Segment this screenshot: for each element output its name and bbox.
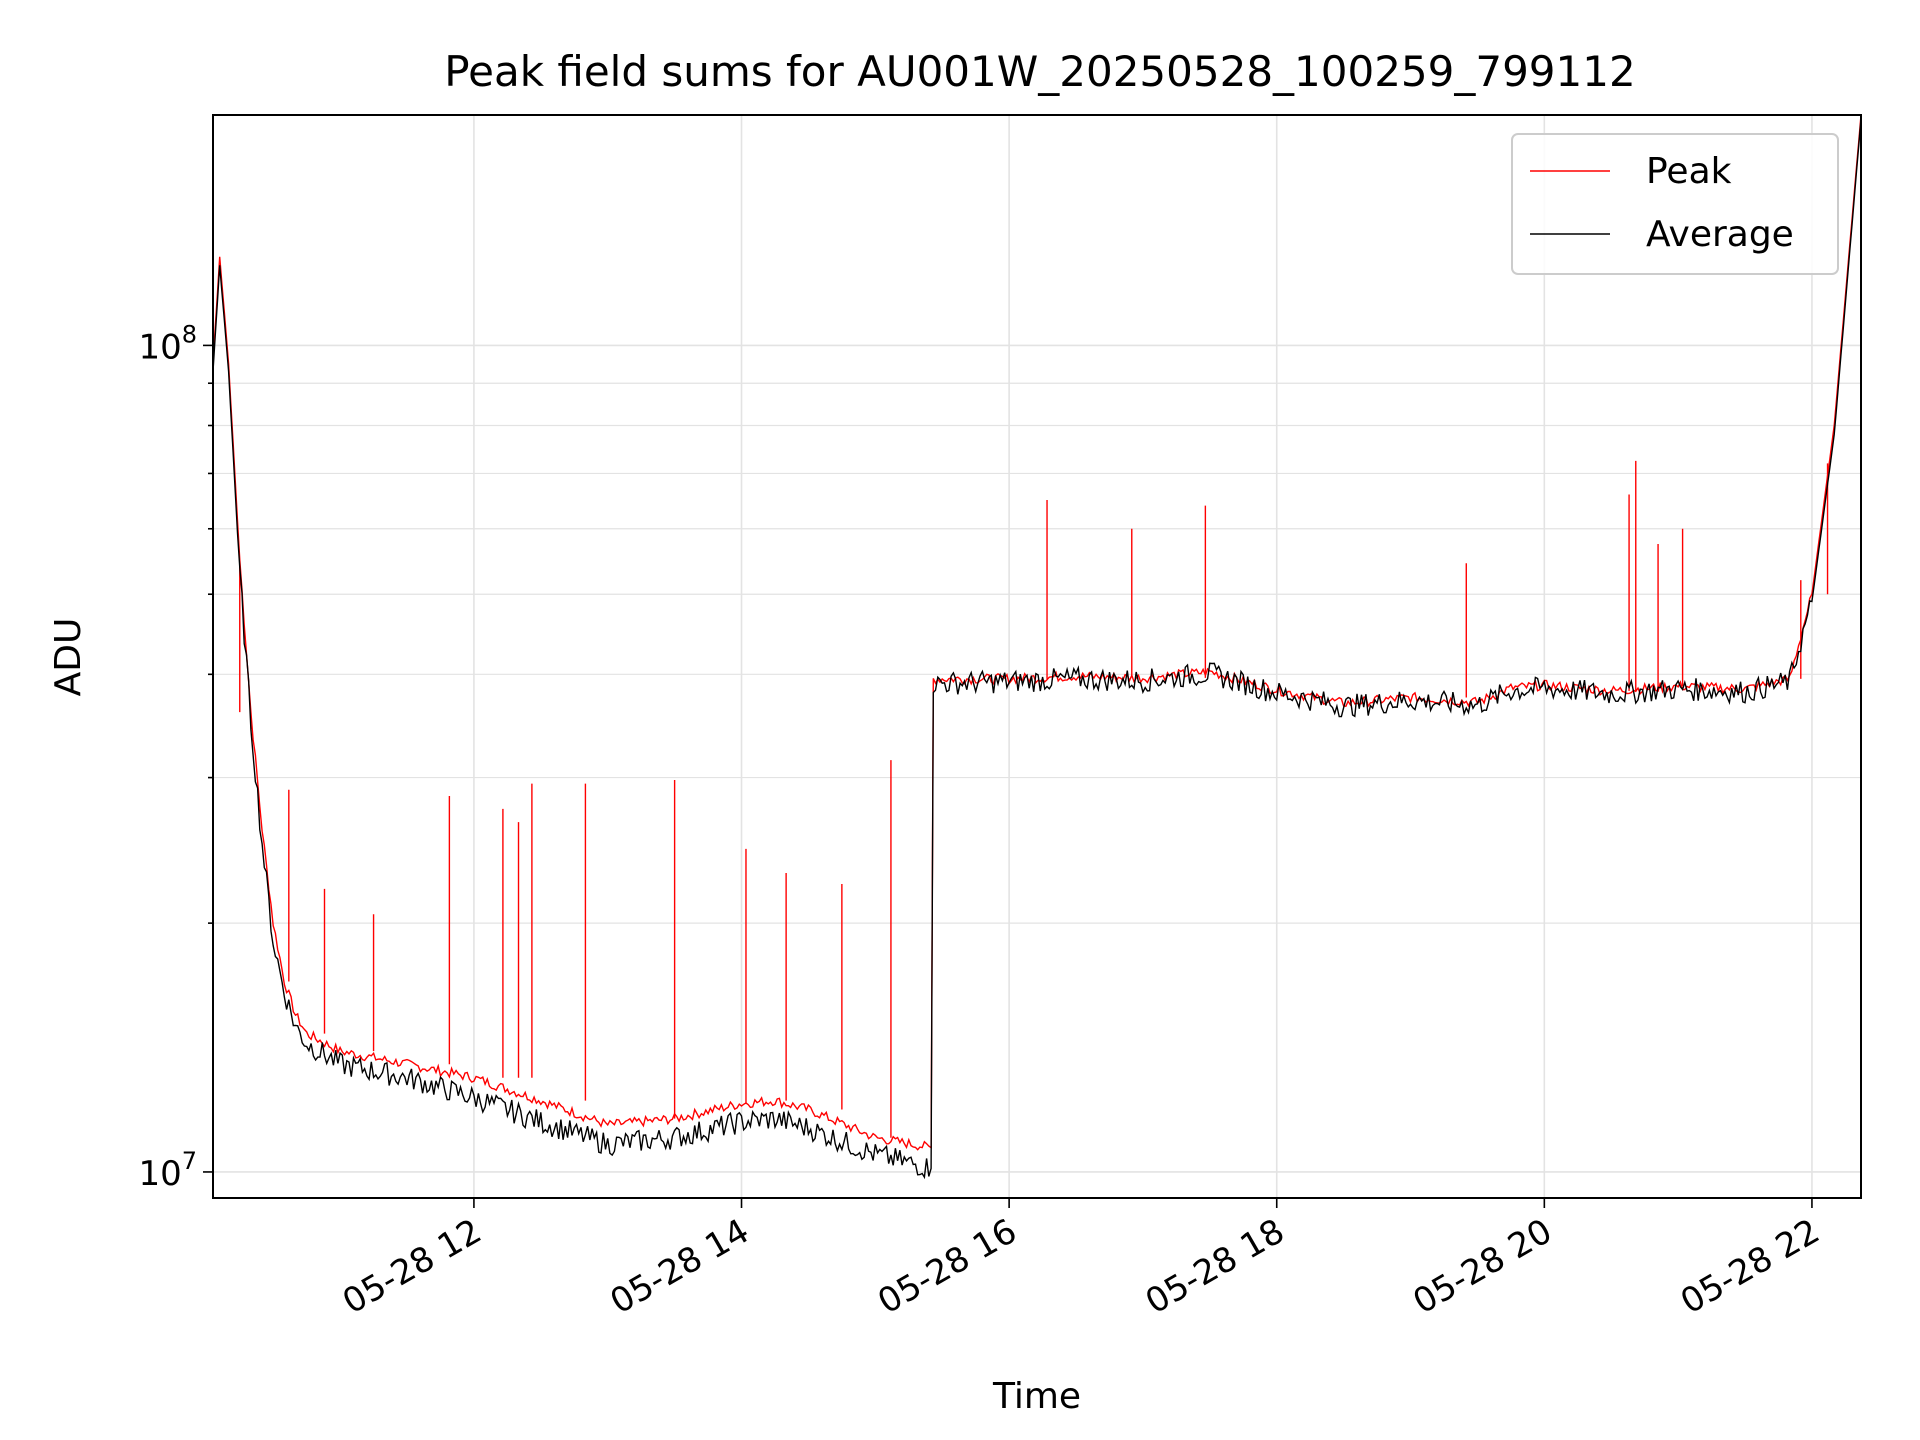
grid	[213, 115, 1861, 1198]
legend: Peak Average	[1511, 133, 1839, 275]
y-tick-label-base: 10	[138, 327, 181, 367]
legend-box	[1511, 133, 1839, 275]
x-axis-label: Time	[992, 1376, 1081, 1417]
y-tick-label-exponent: 7	[182, 1147, 197, 1175]
y-tick-label: 108	[138, 320, 197, 367]
y-tick-label-exponent: 8	[182, 320, 197, 348]
plot-frame	[212, 114, 1862, 1199]
y-axis-label: ADU	[48, 618, 89, 697]
y-tick-label: 107	[138, 1147, 197, 1194]
y-tick-label-base: 10	[138, 1154, 181, 1194]
legend-label-peak: Peak	[1646, 151, 1732, 192]
legend-label-average: Average	[1646, 214, 1794, 255]
chart-title: Peak field sums for AU001W_20250528_1002…	[444, 47, 1635, 96]
series-line-average	[212, 118, 1862, 1180]
series-layer	[212, 114, 1862, 1180]
